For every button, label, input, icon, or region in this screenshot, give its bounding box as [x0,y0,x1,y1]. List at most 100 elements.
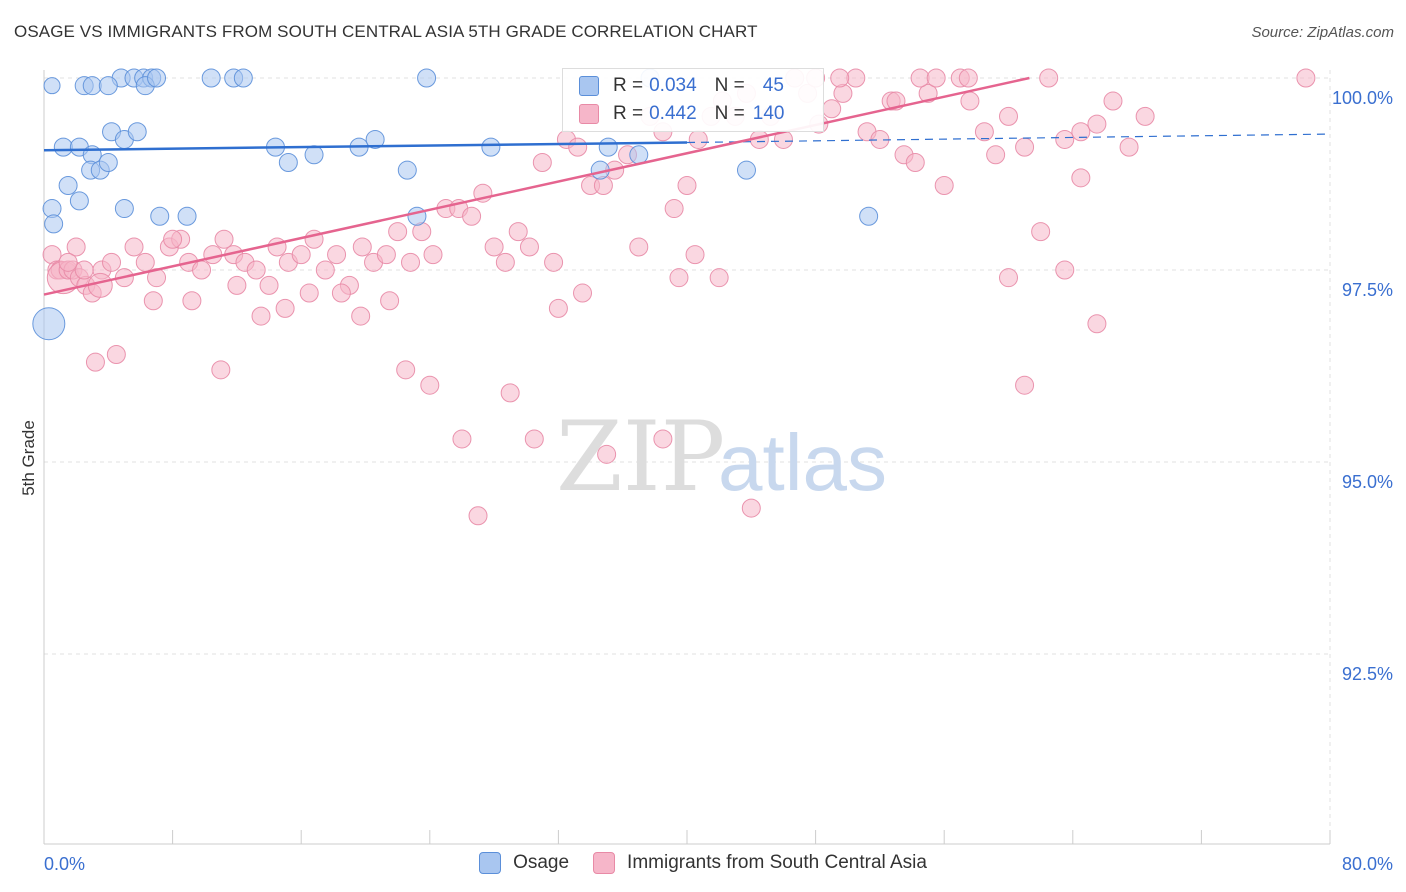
legend-row-osage: R = 0.034 N = 45 [579,73,784,99]
imm-point [629,237,649,257]
osage-point [417,68,437,88]
imm-point [999,268,1018,288]
imm-point [573,283,593,303]
imm-point [85,352,105,372]
imm-point [351,306,371,326]
watermark: ZIP atlas [556,401,887,513]
imm-point [685,245,705,265]
imm-point [468,506,488,526]
tick-labels: 92.5% 95.0% 97.5% 100.0% 0.0% 80.0% 5th Grade [19,88,1393,874]
y-tick-label: 100.0% [1332,88,1393,108]
imm-point [102,252,122,272]
trend-lines [43,76,1331,296]
imm-point [986,145,1006,165]
osage-point [407,206,427,226]
osage-point [598,137,618,157]
axes [43,70,1331,845]
imm-point [495,252,515,272]
imm-point [376,245,396,265]
imm-point [999,106,1018,126]
osage-legend-swatch [479,852,502,874]
imm-point [1071,168,1091,188]
imm-r-label: R = [613,103,644,124]
imm-point [709,268,729,288]
imm-point [508,222,528,242]
correlation-legend: R = 0.034 N = 45 R = 0.442 N = 140 [562,68,824,132]
imm-point [974,122,994,142]
source-label: Source: ZipAtlas.com [1251,24,1394,41]
imm-point [669,268,689,288]
imm-point [315,260,335,280]
imm-point [918,83,938,103]
imm-point [833,83,853,103]
imm-point [163,229,183,249]
osage-point [629,145,649,165]
imm-point [182,291,202,311]
osage-trend-extension [686,133,1331,144]
imm-point [87,272,113,298]
imm-point [106,344,126,364]
imm-point [124,237,144,257]
imm-point [1087,314,1107,334]
imm-trend-line [43,76,1030,296]
imm-point [1135,106,1155,126]
watermark-zip: ZIP [556,401,725,513]
imm-point [653,429,673,449]
osage-legend-label: Osage [513,852,570,873]
imm-point [203,245,223,265]
y-tick-label: 95.0% [1342,472,1393,492]
imm-point [519,237,539,257]
imm-point [548,298,568,318]
imm-point [423,245,443,265]
imm-point [299,283,319,303]
osage-point [147,68,167,88]
osage-point [98,76,118,96]
imm-r-value: 0.442 [649,103,697,124]
imm-point [524,429,544,449]
osage-trend-line [43,141,688,152]
legend-row-imm: R = 0.442 N = 140 [579,101,784,127]
osage-point [127,122,147,142]
imm-point [926,68,946,88]
osage-point [304,145,324,165]
osage-point [32,307,66,341]
imm-point [1039,68,1059,88]
imm-point [462,206,482,226]
imm-swatch [579,104,599,124]
imm-point [331,283,351,303]
imm-point [1031,222,1051,242]
y-tick-label: 92.5% [1342,664,1393,684]
legend-item-osage[interactable]: Osage [479,852,569,874]
imm-point [327,245,347,265]
osage-n-label: N = [714,75,745,96]
imm-point [452,429,472,449]
imm-point [1103,91,1123,111]
imm-point [380,291,400,311]
imm-point [822,99,842,119]
osage-point [233,68,253,88]
imm-point [500,383,520,403]
imm-point [396,360,416,380]
osage-point [859,206,879,226]
chart-title: OSAGE VS IMMIGRANTS FROM SOUTH CENTRAL A… [14,22,758,41]
imm-point [214,229,234,249]
imm-point [246,260,266,280]
osage-point [53,137,73,157]
imm-point [143,291,163,311]
imm-point [593,176,613,196]
imm-point [66,237,86,257]
imm-point [934,176,954,196]
osage-n-value: 45 [762,75,784,96]
osage-point [114,199,134,219]
imm-point [688,129,708,149]
osage-point [736,160,756,180]
imm-point [597,444,617,464]
imm-point [830,68,850,88]
y-tick-label: 97.5% [1342,280,1393,300]
legend-item-imm[interactable]: Immigrants from South Central Asia [593,852,927,874]
imm-legend-label: Immigrants from South Central Asia [627,852,927,873]
imm-point [135,252,155,272]
imm-point [958,68,978,88]
watermark-atlas: atlas [718,418,887,507]
